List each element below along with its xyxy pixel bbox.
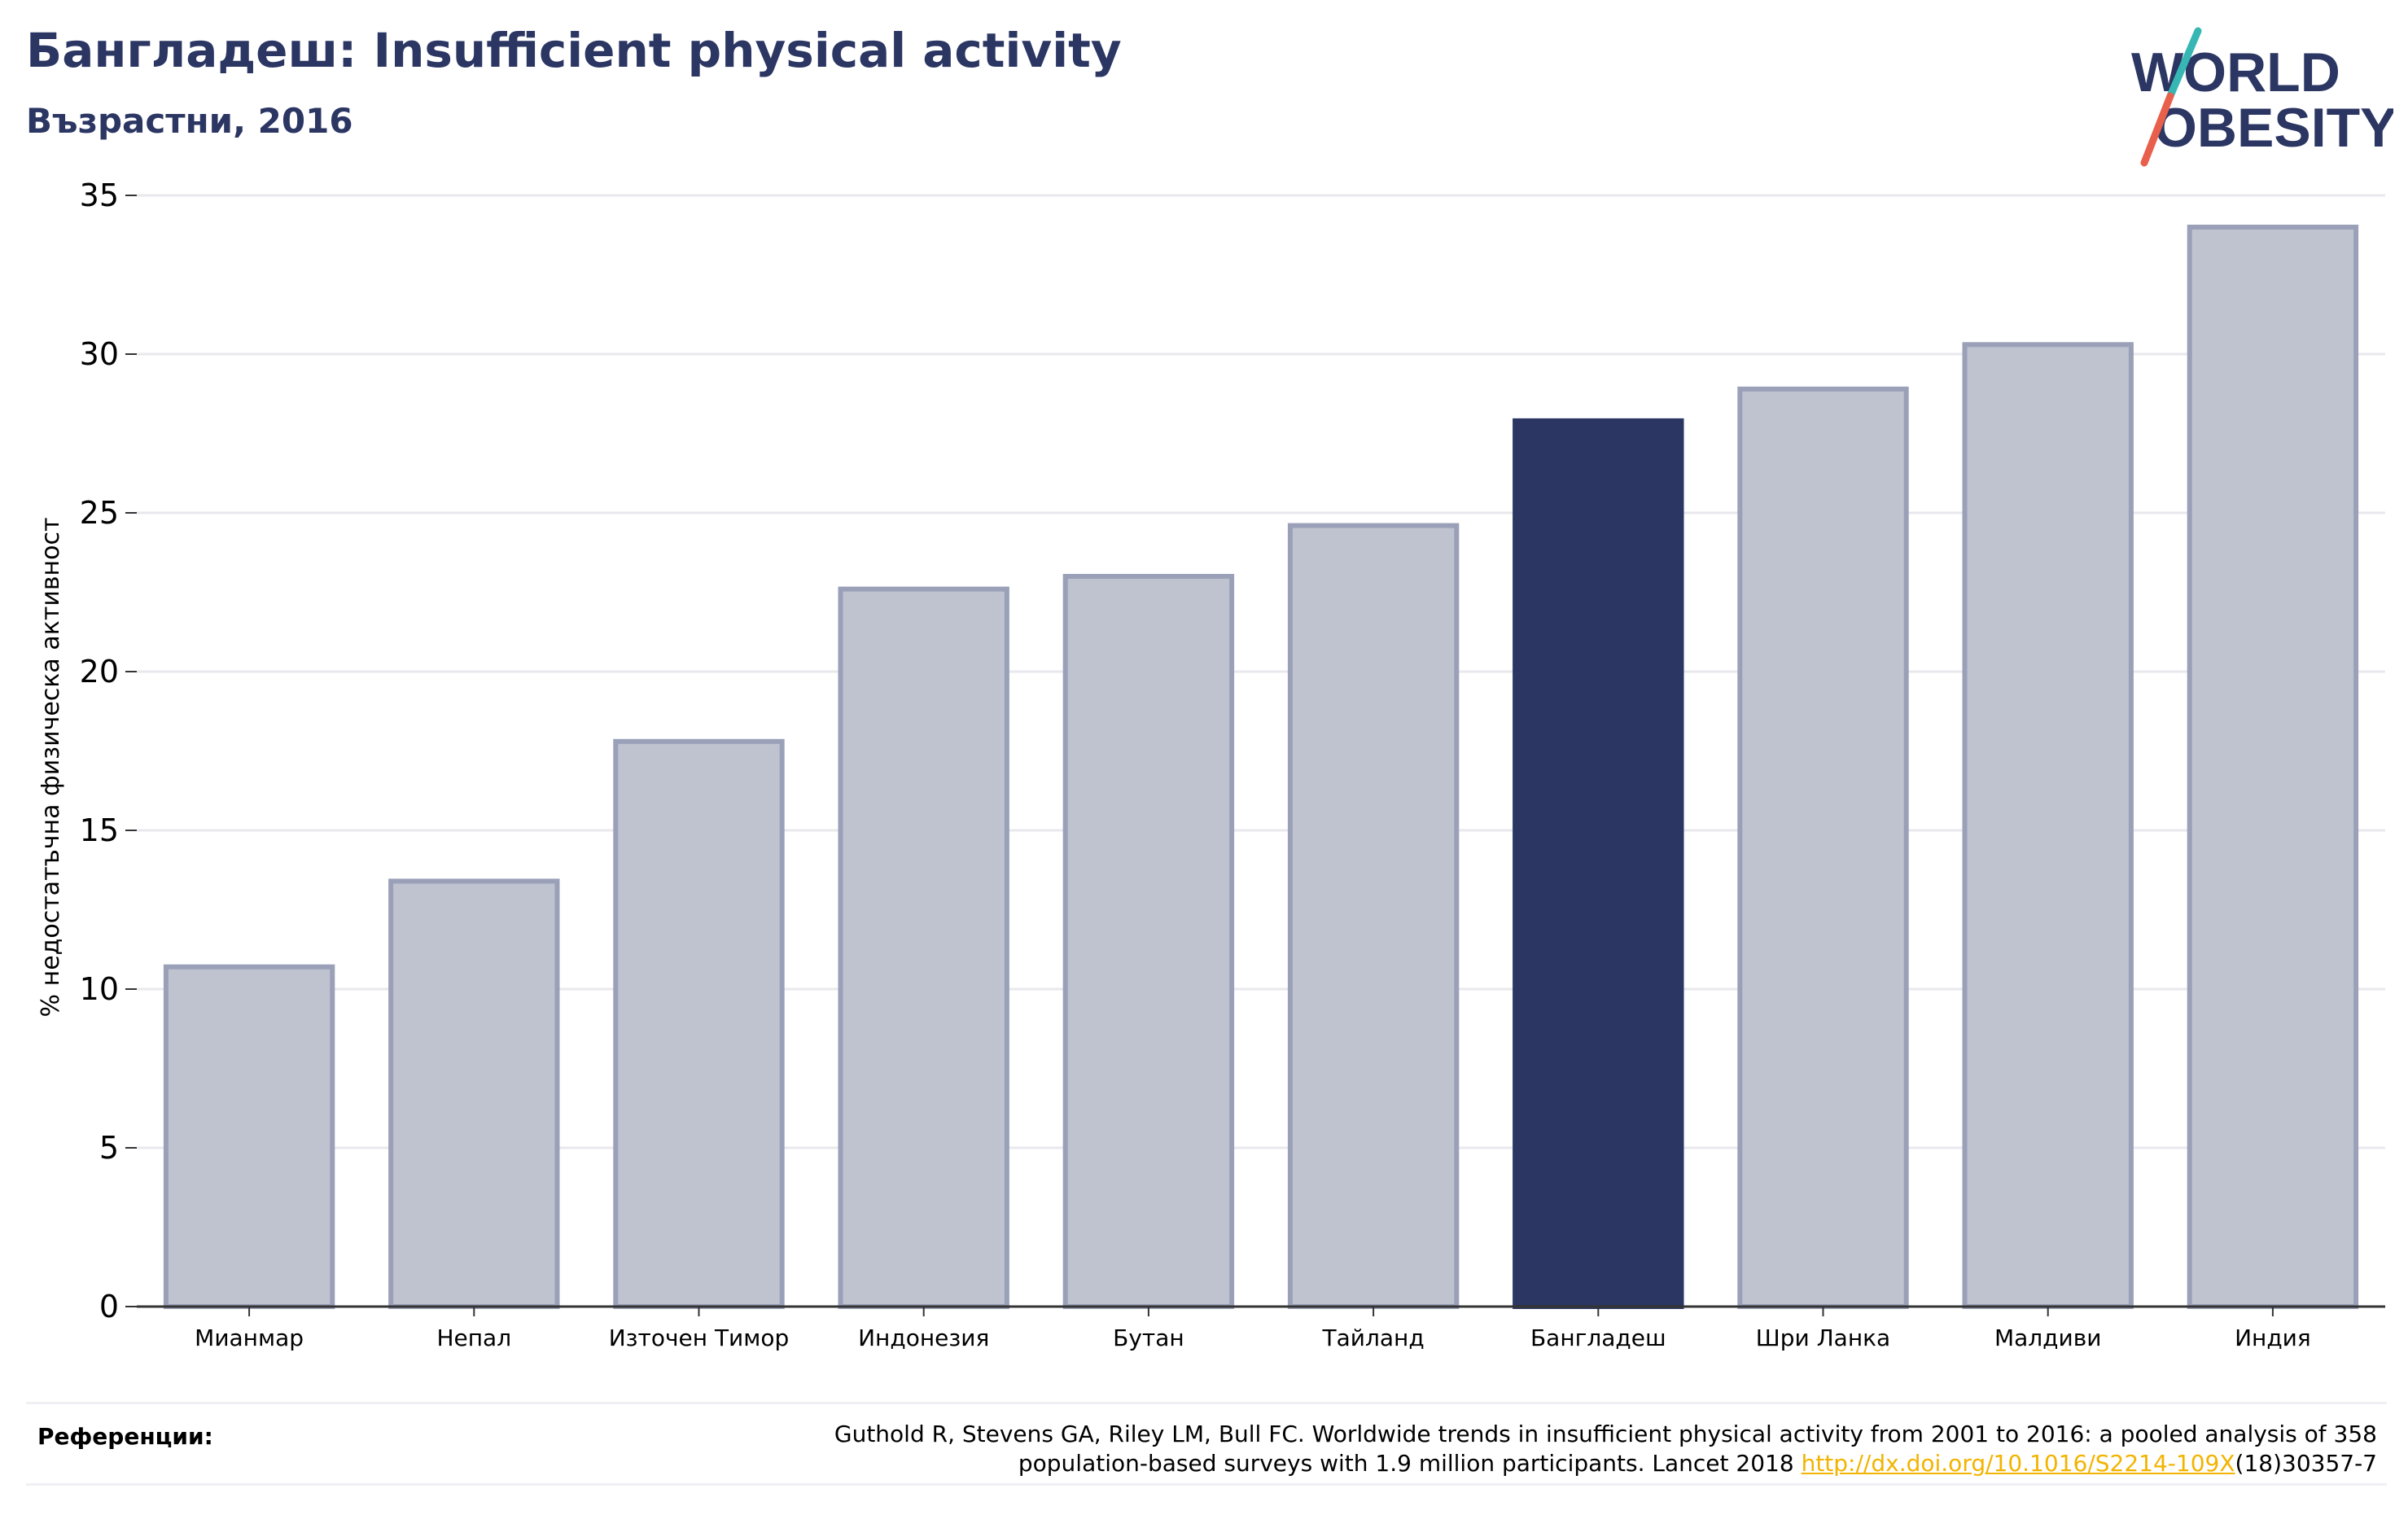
bar-2: [388, 878, 560, 1309]
x-tick-label: Мианмар: [195, 1324, 304, 1351]
y-tick-label: 20: [80, 654, 119, 690]
world-obesity-logo: WORLD OBESITY: [2131, 27, 2393, 167]
x-tick-label: Бангладеш: [1530, 1324, 1666, 1351]
x-tick-label: Индонезия: [858, 1324, 989, 1351]
bar-3: [613, 738, 785, 1309]
logo-slash-red: [2140, 92, 2174, 167]
references-text: Guthold R, Stevens GA, Riley LM, Bull FC…: [668, 1420, 2377, 1478]
bar-8: [1737, 386, 1909, 1309]
y-tick-label: 15: [80, 812, 119, 848]
bars: [163, 225, 2359, 1309]
bar-6: [1287, 523, 1460, 1309]
logo-line2: OBESITY: [2154, 97, 2393, 159]
y-tick-label: 35: [80, 177, 119, 213]
y-tick-label: 5: [99, 1130, 119, 1166]
references-label: Референции:: [37, 1423, 213, 1450]
x-tick-label: Тайланд: [1322, 1324, 1425, 1351]
bar-4: [838, 586, 1009, 1309]
y-tick-label: 25: [80, 495, 119, 531]
x-axis-ticks: Мианмар Непал Източен Тимор Индонезия Бутан Т…: [195, 1307, 2311, 1351]
x-tick-label: Индия: [2235, 1324, 2311, 1351]
references-text-part2: population-based surveys with 1.9 millio…: [1018, 1450, 1802, 1477]
bar-5: [1062, 574, 1235, 1309]
y-tick-label: 0: [99, 1289, 119, 1324]
x-tick-label: Шри Ланка: [1756, 1324, 1890, 1351]
y-tick-label: 10: [80, 971, 119, 1007]
page-title: Бангладеш: Insufficient physical activit…: [26, 23, 1122, 78]
bar-1: [163, 964, 335, 1309]
references-doi-link[interactable]: http://dx.doi.org/10.1016/S2214-109X: [1801, 1450, 2235, 1477]
y-axis-label: % недостатъчна физическа активност: [37, 518, 65, 1018]
y-tick-label: 30: [80, 336, 119, 372]
logo-line1: WORLD: [2131, 42, 2340, 103]
x-tick-label: Малдиви: [1994, 1324, 2101, 1351]
y-axis-ticks: 0 5 10 15 20 25 30 35: [80, 177, 137, 1324]
x-tick-label: Непал: [436, 1324, 511, 1351]
x-tick-label: Бутан: [1113, 1324, 1184, 1351]
references-bottom-divider: [26, 1483, 2387, 1486]
bar-10: [2187, 225, 2359, 1309]
page-subtitle: Възрастни, 2016: [26, 101, 353, 141]
bar-7: [1513, 418, 1684, 1309]
logo-slash-teal: [2166, 27, 2202, 100]
bar-9: [1962, 342, 2134, 1309]
x-tick-label: Източен Тимор: [609, 1324, 790, 1351]
references-top-divider: [26, 1402, 2387, 1404]
references-text-part1: Guthold R, Stevens GA, Riley LM, Bull FC…: [834, 1421, 2377, 1447]
references-text-part3: (18)30357-7: [2235, 1450, 2377, 1477]
